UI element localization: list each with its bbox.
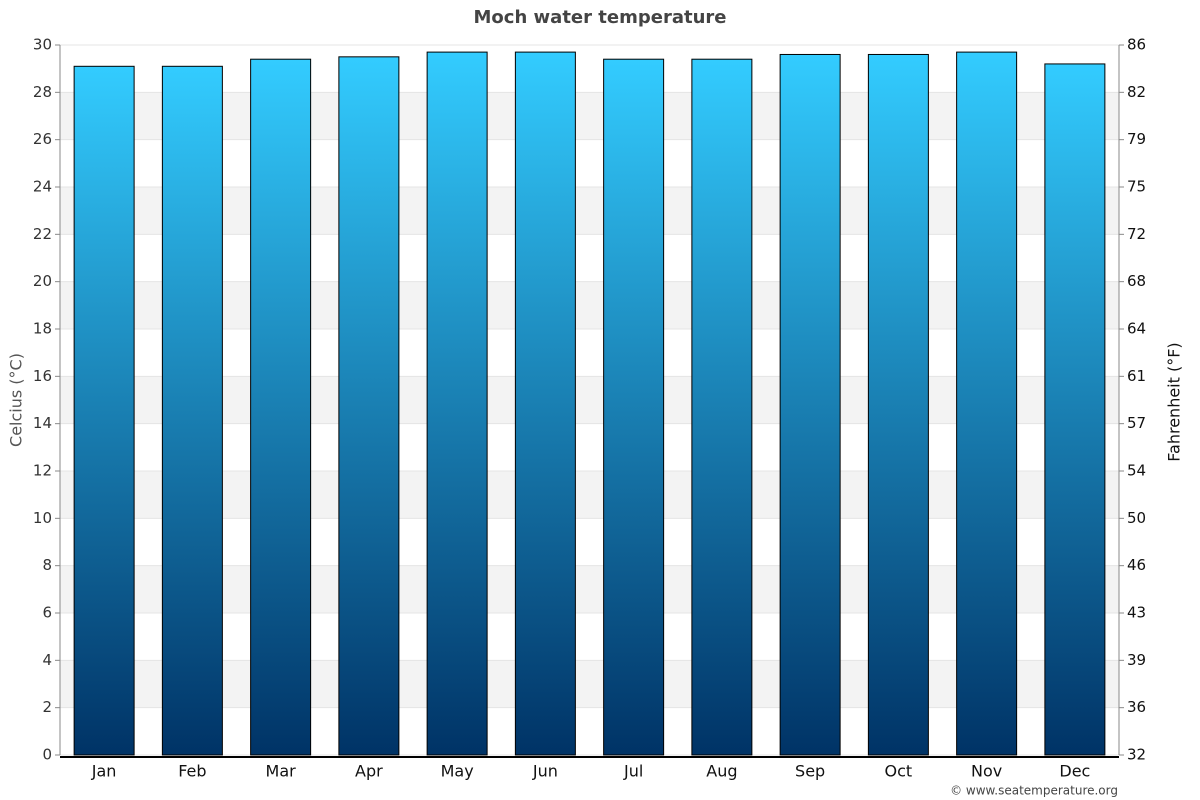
x-tick-label: Jul (623, 762, 643, 781)
x-tick-label: Dec (1059, 762, 1090, 781)
grid-band (60, 471, 1119, 519)
bar (161, 65, 223, 756)
y-tick-label: 10 (33, 509, 52, 527)
x-tick-label: Oct (885, 762, 913, 781)
bar (426, 51, 488, 756)
x-tick-label: Apr (355, 762, 383, 781)
x-tick-label: Aug (706, 762, 737, 781)
y2-tick-label: 86 (1127, 36, 1146, 54)
x-tick-label: Nov (971, 762, 1002, 781)
y2-tick-label: 79 (1127, 130, 1146, 148)
y2-tick-label: 54 (1127, 462, 1146, 480)
y2-tick-label: 75 (1127, 178, 1146, 196)
bar (250, 58, 312, 756)
y-tick-label: 4 (42, 651, 52, 669)
chart-title: Moch water temperature (474, 7, 727, 28)
y-tick-label: 8 (42, 556, 52, 574)
y2-tick-label: 32 (1127, 746, 1146, 764)
y2-tick-label: 46 (1127, 556, 1146, 574)
x-tick-label: May (441, 762, 474, 781)
bar (338, 56, 400, 756)
x-tick-label: Feb (178, 762, 206, 781)
y-tick-label: 26 (33, 130, 52, 148)
y2-axis-label: Fahrenheit (°F) (1165, 342, 1184, 461)
y2-tick-label: 36 (1127, 698, 1146, 716)
y2-tick-label: 82 (1127, 83, 1146, 101)
y2-tick-label: 64 (1127, 320, 1146, 338)
y-axis-label: Celcius (°C) (7, 353, 26, 447)
bar (73, 65, 135, 756)
bar (779, 53, 841, 756)
y-tick-label: 24 (33, 178, 52, 196)
grid-band (60, 187, 1119, 235)
y-tick-label: 30 (33, 36, 52, 54)
y-tick-label: 12 (33, 462, 52, 480)
y-tick-label: 28 (33, 83, 52, 101)
y-tick-label: 20 (33, 272, 52, 290)
y2-tick-label: 68 (1127, 272, 1146, 290)
x-tick-label: Sep (795, 762, 825, 781)
y2-tick-label: 57 (1127, 414, 1146, 432)
y-tick-label: 16 (33, 367, 52, 385)
grid-band (60, 565, 1119, 613)
y2-tick-label: 50 (1127, 509, 1146, 527)
bar (1044, 63, 1106, 756)
credit: © www.seatemperature.org (950, 784, 1118, 798)
bar (691, 58, 753, 756)
y2-tick-label: 72 (1127, 225, 1146, 243)
bar (956, 51, 1018, 756)
grid-band (60, 660, 1119, 708)
bar (867, 53, 929, 756)
y2-tick-label: 43 (1127, 604, 1146, 622)
x-tick-label: Mar (266, 762, 297, 781)
grid-band (60, 92, 1119, 140)
y-tick-label: 2 (42, 698, 52, 716)
y-tick-label: 22 (33, 225, 52, 243)
y2-tick-label: 39 (1127, 651, 1146, 669)
y-tick-label: 6 (42, 604, 52, 622)
bar (514, 51, 576, 756)
y-tick-label: 0 (42, 746, 52, 764)
x-tick-label: Jun (532, 762, 558, 781)
y-tick-label: 14 (33, 414, 52, 432)
grid-band (60, 376, 1119, 424)
y2-tick-label: 61 (1127, 367, 1146, 385)
y-tick-label: 18 (33, 320, 52, 338)
bar (603, 58, 665, 756)
grid-band (60, 281, 1119, 329)
x-tick-label: Jan (91, 762, 117, 781)
